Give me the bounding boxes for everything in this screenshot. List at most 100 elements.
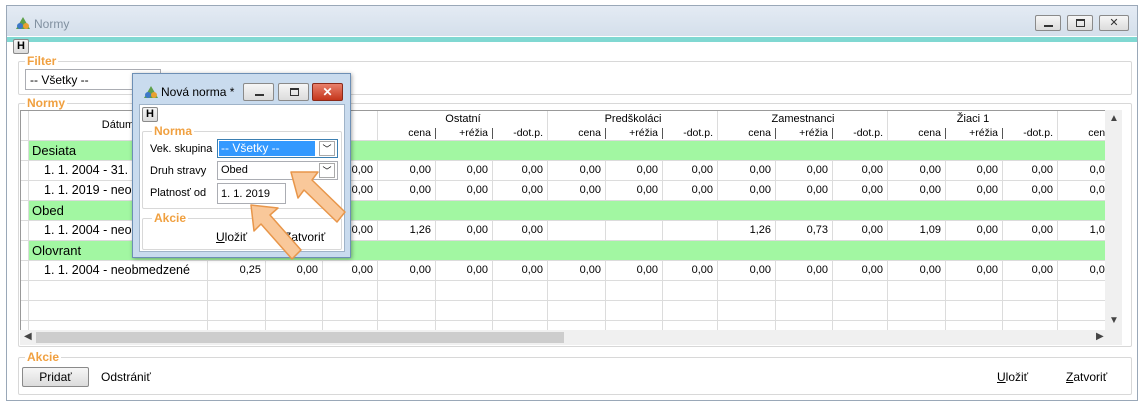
group-header-cell xyxy=(1058,111,1105,141)
dialog-close[interactable]: ✕ xyxy=(312,83,343,101)
group-header-cell xyxy=(888,111,1058,141)
group-header-cell xyxy=(378,111,548,141)
value-cell: 0,00 xyxy=(1003,181,1058,201)
empty-cell xyxy=(1058,321,1105,330)
value-cell: 1,09 xyxy=(888,221,946,241)
empty-cell xyxy=(493,281,548,301)
empty-cell xyxy=(718,301,776,321)
empty-cell xyxy=(323,281,378,301)
empty-cell xyxy=(266,321,323,330)
empty-cell xyxy=(833,301,888,321)
value-cell: 0,00 xyxy=(718,161,776,181)
header-indicator xyxy=(21,111,29,141)
group-header-cell xyxy=(548,111,718,141)
vertical-scrollbar[interactable]: ▲ ▼ xyxy=(1105,110,1122,330)
normy-label: Normy xyxy=(25,96,68,110)
horizontal-scrollbar[interactable]: ◀ ▶ xyxy=(20,330,1122,345)
save-button[interactable]: Uložiť xyxy=(997,370,1029,384)
subheader: +réžia xyxy=(629,127,658,139)
value-cell: 0,00 xyxy=(606,161,663,181)
subheader: +réžia xyxy=(459,127,488,139)
subheader-separator xyxy=(832,128,833,139)
row-indicator xyxy=(21,241,29,261)
empty-cell xyxy=(266,301,323,321)
empty-cell xyxy=(888,301,946,321)
subheader-separator xyxy=(435,128,436,139)
empty-cell xyxy=(208,301,266,321)
value-cell: 0,25 xyxy=(208,261,266,281)
value-cell: 0,00 xyxy=(946,181,1003,201)
minimize-button[interactable] xyxy=(1035,15,1061,31)
h-button[interactable]: H xyxy=(13,39,29,54)
value-cell: 0,00 xyxy=(606,261,663,281)
empty-cell xyxy=(888,321,946,330)
add-button[interactable]: Pridať xyxy=(22,367,89,387)
empty-cell xyxy=(776,321,833,330)
valid-from-input[interactable]: 1. 1. 2019 xyxy=(217,183,286,204)
dialog-close-button[interactable]: Zatvoriť xyxy=(284,230,326,244)
subheader-separator xyxy=(1002,128,1003,139)
value-cell: 0,00 xyxy=(888,181,946,201)
empty-cell xyxy=(663,321,718,330)
dialog-save[interactable]: Uložiť xyxy=(216,230,248,244)
meal-type-label: Druh stravy xyxy=(150,165,207,177)
subheader: +réžia xyxy=(969,127,998,139)
dialog-icon xyxy=(144,86,158,98)
row-indicator xyxy=(21,161,29,181)
empty-cell xyxy=(378,281,436,301)
subheader: cena xyxy=(748,127,771,139)
value-cell: 0,00 xyxy=(888,161,946,181)
value-cell: 0,00 xyxy=(436,221,493,241)
empty-cell xyxy=(548,281,606,301)
dialog-h-button[interactable]: H xyxy=(142,107,158,122)
close-button[interactable]: ✕ xyxy=(1099,15,1129,31)
subheader: cena xyxy=(918,127,941,139)
empty-cell xyxy=(776,301,833,321)
meal-type-select[interactable]: Obed ﹀ xyxy=(217,161,338,180)
value-cell: 0,00 xyxy=(436,161,493,181)
subheader: cena xyxy=(578,127,601,139)
value-cell: 0,00 xyxy=(378,181,436,201)
value-cell: 0,00 xyxy=(833,161,888,181)
maximize-button[interactable] xyxy=(1067,15,1093,31)
empty-cell xyxy=(946,301,1003,321)
value-cell: 0,00 xyxy=(1003,261,1058,281)
value-cell: 0,00 xyxy=(378,261,436,281)
dialog-minimize[interactable] xyxy=(243,83,274,101)
empty-cell xyxy=(606,321,663,330)
empty-cell xyxy=(833,321,888,330)
age-group-select[interactable]: -- Všetky -- ﹀ xyxy=(217,139,338,158)
filter-label: Filter xyxy=(25,54,59,68)
row-indicator xyxy=(21,181,29,201)
empty-cell xyxy=(663,281,718,301)
remove-button[interactable]: Odstrániť xyxy=(101,370,151,384)
dialog-maximize[interactable] xyxy=(278,83,309,101)
empty-cell xyxy=(1003,301,1058,321)
value-cell: 1,26 xyxy=(718,221,776,241)
subheader: +réžia xyxy=(799,127,828,139)
window-title: Normy xyxy=(34,17,70,31)
valid-from-label: Platnosť od xyxy=(150,187,207,199)
empty-cell xyxy=(436,301,493,321)
empty-cell xyxy=(208,281,266,301)
group-header: Ostatní xyxy=(445,113,481,125)
empty-cell xyxy=(718,281,776,301)
empty-cell xyxy=(718,321,776,330)
empty-cell xyxy=(1003,321,1058,330)
date-cell: 1. 1. 2004 - neobmedzené xyxy=(29,261,208,281)
subheader: -dot.p. xyxy=(513,127,543,139)
close-action-button[interactable]: Zatvoriť xyxy=(1066,370,1108,384)
empty-cell xyxy=(888,281,946,301)
dialog-actions-label: Akcie xyxy=(152,211,189,225)
value-cell: 0,00 xyxy=(493,221,548,241)
dialog-body: H Norma Vek. skupina -- Všetky -- ﹀ Druh … xyxy=(139,104,345,252)
value-cell: 0,00 xyxy=(436,181,493,201)
value-cell: 0,00 xyxy=(718,261,776,281)
value-cell: 0,00 xyxy=(888,261,946,281)
empty-cell xyxy=(946,281,1003,301)
empty-cell xyxy=(29,321,208,330)
value-cell: 0,00 xyxy=(833,221,888,241)
subheader: -dot.p. xyxy=(683,127,713,139)
empty-cell xyxy=(548,301,606,321)
